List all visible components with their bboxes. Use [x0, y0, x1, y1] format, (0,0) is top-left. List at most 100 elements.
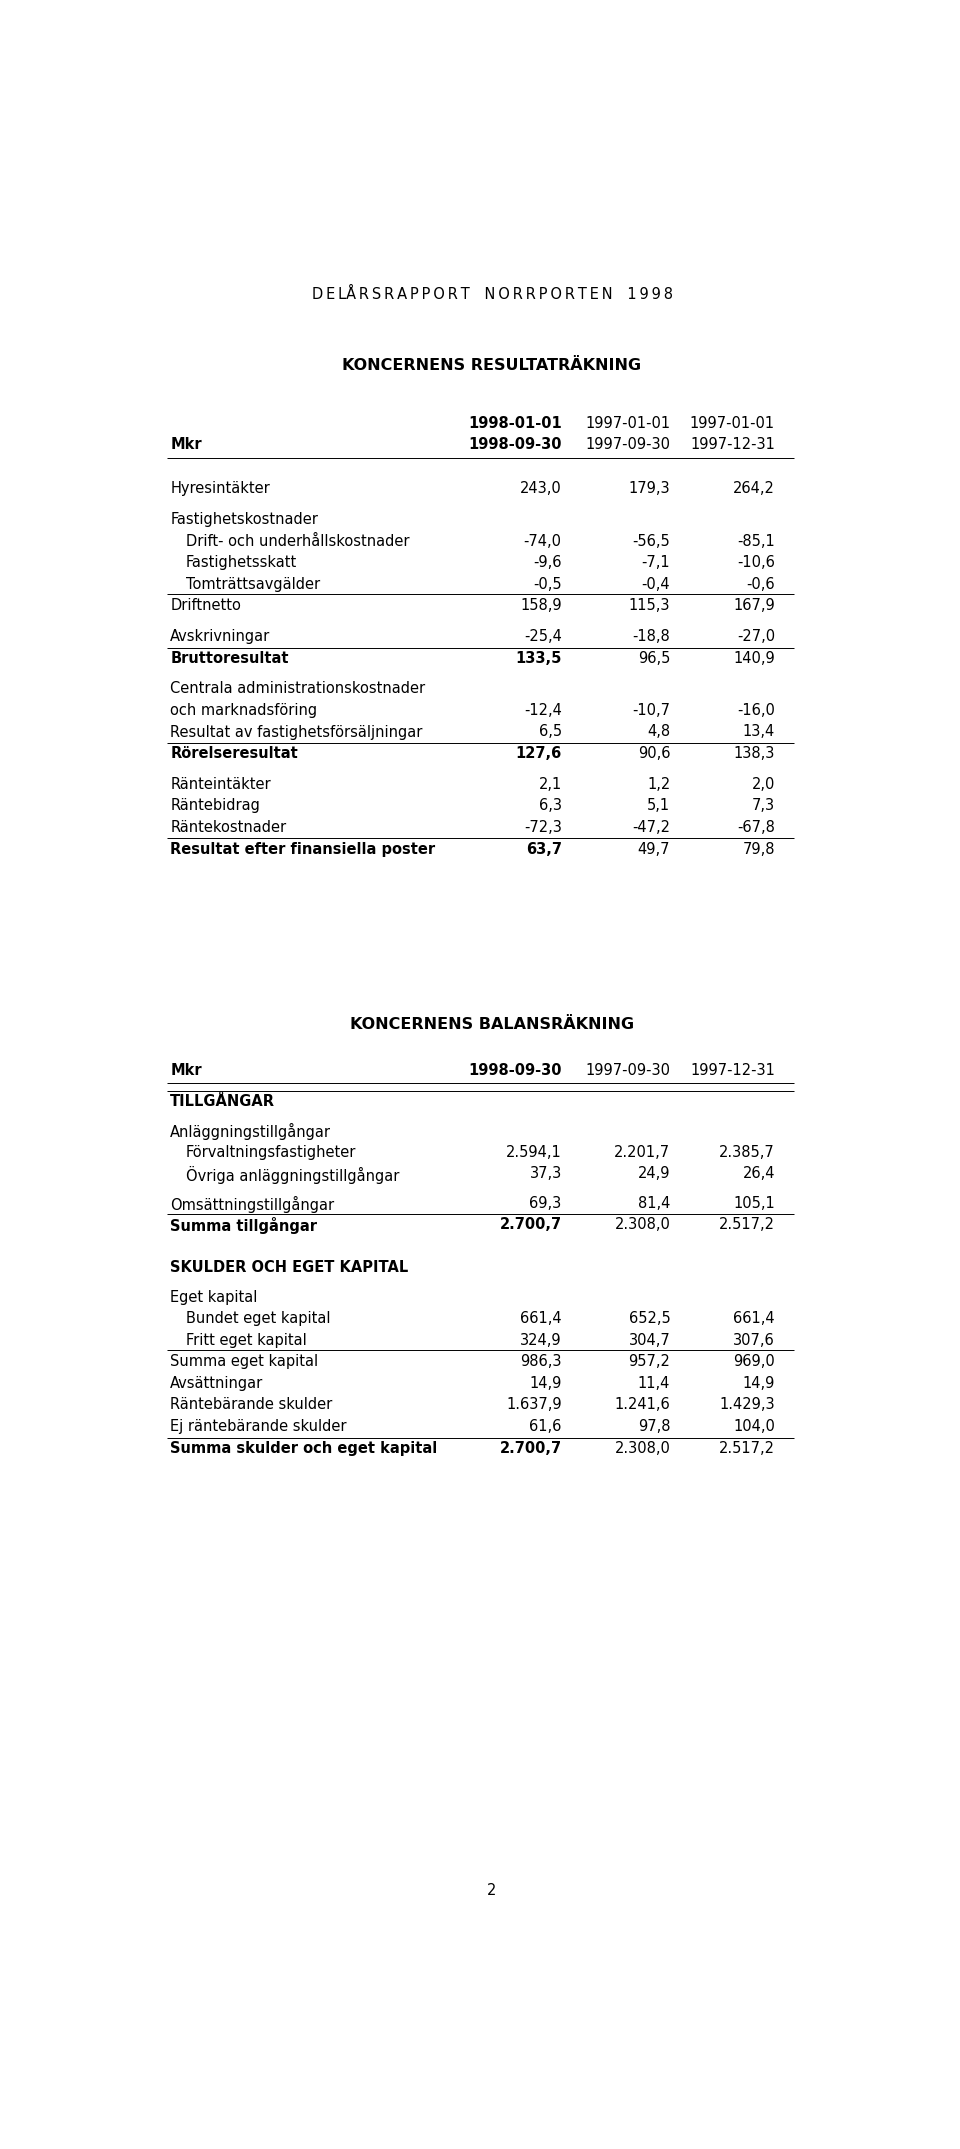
Text: SKULDER OCH EGET KAPITAL: SKULDER OCH EGET KAPITAL [170, 1261, 409, 1274]
Text: -7,1: -7,1 [641, 554, 670, 569]
Text: 6,5: 6,5 [539, 724, 562, 739]
Text: -16,0: -16,0 [737, 703, 775, 718]
Text: 264,2: 264,2 [733, 481, 775, 496]
Text: 158,9: 158,9 [520, 597, 562, 612]
Text: Omsättningstillgångar: Omsättningstillgångar [170, 1195, 334, 1212]
Text: Avsättningar: Avsättningar [170, 1375, 264, 1390]
Text: -10,6: -10,6 [737, 554, 775, 569]
Text: 2.594,1: 2.594,1 [506, 1145, 562, 1160]
Text: 1.429,3: 1.429,3 [719, 1397, 775, 1412]
Text: -18,8: -18,8 [633, 630, 670, 645]
Text: Ej räntebärande skulder: Ej räntebärande skulder [170, 1418, 347, 1433]
Text: 127,6: 127,6 [516, 746, 562, 761]
Text: 24,9: 24,9 [637, 1167, 670, 1182]
Text: -47,2: -47,2 [633, 821, 670, 836]
Text: 1997-12-31: 1997-12-31 [690, 436, 775, 451]
Text: 2,0: 2,0 [752, 776, 775, 791]
Text: 5,1: 5,1 [647, 799, 670, 814]
Text: -25,4: -25,4 [524, 630, 562, 645]
Text: 2.517,2: 2.517,2 [719, 1440, 775, 1455]
Text: Övriga anläggningstillgångar: Övriga anläggningstillgångar [186, 1167, 399, 1184]
Text: Förvaltningsfastigheter: Förvaltningsfastigheter [186, 1145, 356, 1160]
Text: -9,6: -9,6 [533, 554, 562, 569]
Text: -72,3: -72,3 [524, 821, 562, 836]
Text: 1997-01-01: 1997-01-01 [689, 415, 775, 430]
Text: 63,7: 63,7 [526, 842, 562, 857]
Text: 1,2: 1,2 [647, 776, 670, 791]
Text: 2.308,0: 2.308,0 [614, 1216, 670, 1231]
Text: 1997-09-30: 1997-09-30 [586, 1064, 670, 1079]
Text: 115,3: 115,3 [629, 597, 670, 612]
Text: Resultat efter finansiella poster: Resultat efter finansiella poster [170, 842, 436, 857]
Text: 7,3: 7,3 [752, 799, 775, 814]
Text: -67,8: -67,8 [737, 821, 775, 836]
Text: Centrala administrationskostnader: Centrala administrationskostnader [170, 681, 425, 696]
Text: 14,9: 14,9 [742, 1375, 775, 1390]
Text: Räntebidrag: Räntebidrag [170, 799, 260, 814]
Text: 104,0: 104,0 [733, 1418, 775, 1433]
Text: 2.700,7: 2.700,7 [499, 1440, 562, 1455]
Text: 2.308,0: 2.308,0 [614, 1440, 670, 1455]
Text: D E LÅ R S R A P P O R T  N O R R P O R T E N  1 9 9 8: D E LÅ R S R A P P O R T N O R R P O R T… [311, 288, 673, 303]
Text: 26,4: 26,4 [742, 1167, 775, 1182]
Text: Tomträttsavgälder: Tomträttsavgälder [186, 576, 320, 591]
Text: Fastighetsskatt: Fastighetsskatt [186, 554, 298, 569]
Text: Summa eget kapital: Summa eget kapital [170, 1354, 319, 1369]
Text: Bruttoresultat: Bruttoresultat [170, 651, 289, 666]
Text: KONCERNENS RESULTATRÄKNING: KONCERNENS RESULTATRÄKNING [343, 359, 641, 374]
Text: 324,9: 324,9 [520, 1332, 562, 1347]
Text: 969,0: 969,0 [733, 1354, 775, 1369]
Text: 49,7: 49,7 [637, 842, 670, 857]
Text: 105,1: 105,1 [733, 1195, 775, 1210]
Text: 243,0: 243,0 [520, 481, 562, 496]
Text: Mkr: Mkr [170, 436, 202, 451]
Text: 986,3: 986,3 [520, 1354, 562, 1369]
Text: Summa skulder och eget kapital: Summa skulder och eget kapital [170, 1440, 438, 1455]
Text: 13,4: 13,4 [743, 724, 775, 739]
Text: 652,5: 652,5 [629, 1311, 670, 1326]
Text: -12,4: -12,4 [524, 703, 562, 718]
Text: 2.517,2: 2.517,2 [719, 1216, 775, 1231]
Text: 1998-01-01: 1998-01-01 [468, 415, 562, 430]
Text: Drift- och underhållskostnader: Drift- och underhållskostnader [186, 533, 409, 548]
Text: Anläggningstillgångar: Anläggningstillgångar [170, 1124, 331, 1141]
Text: 304,7: 304,7 [629, 1332, 670, 1347]
Text: 14,9: 14,9 [529, 1375, 562, 1390]
Text: 1.241,6: 1.241,6 [614, 1397, 670, 1412]
Text: KONCERNENS BALANSRÄKNING: KONCERNENS BALANSRÄKNING [350, 1016, 634, 1032]
Text: 661,4: 661,4 [733, 1311, 775, 1326]
Text: 97,8: 97,8 [637, 1418, 670, 1433]
Text: 140,9: 140,9 [733, 651, 775, 666]
Text: 1997-09-30: 1997-09-30 [586, 436, 670, 451]
Text: -0,6: -0,6 [746, 576, 775, 591]
Text: 11,4: 11,4 [637, 1375, 670, 1390]
Text: 1997-01-01: 1997-01-01 [586, 415, 670, 430]
Text: 2: 2 [488, 1883, 496, 1898]
Text: 2,1: 2,1 [539, 776, 562, 791]
Text: 90,6: 90,6 [637, 746, 670, 761]
Text: Eget kapital: Eget kapital [170, 1289, 257, 1304]
Text: 81,4: 81,4 [637, 1195, 670, 1210]
Text: Hyresintäkter: Hyresintäkter [170, 481, 270, 496]
Text: Räntebärande skulder: Räntebärande skulder [170, 1397, 332, 1412]
Text: 69,3: 69,3 [530, 1195, 562, 1210]
Text: 2.385,7: 2.385,7 [719, 1145, 775, 1160]
Text: Resultat av fastighetsförsäljningar: Resultat av fastighetsförsäljningar [170, 724, 422, 739]
Text: 138,3: 138,3 [733, 746, 775, 761]
Text: 96,5: 96,5 [637, 651, 670, 666]
Text: Fritt eget kapital: Fritt eget kapital [186, 1332, 306, 1347]
Text: -56,5: -56,5 [633, 533, 670, 548]
Text: Mkr: Mkr [170, 1064, 202, 1079]
Text: -27,0: -27,0 [736, 630, 775, 645]
Text: Driftnetto: Driftnetto [170, 597, 241, 612]
Text: 2.700,7: 2.700,7 [499, 1216, 562, 1231]
Text: 1997-12-31: 1997-12-31 [690, 1064, 775, 1079]
Text: -85,1: -85,1 [737, 533, 775, 548]
Text: 1.637,9: 1.637,9 [506, 1397, 562, 1412]
Text: Fastighetskostnader: Fastighetskostnader [170, 511, 319, 527]
Text: -74,0: -74,0 [524, 533, 562, 548]
Text: TILLGÅNGAR: TILLGÅNGAR [170, 1094, 276, 1109]
Text: 2.201,7: 2.201,7 [614, 1145, 670, 1160]
Text: och marknadsföring: och marknadsföring [170, 703, 318, 718]
Text: 661,4: 661,4 [520, 1311, 562, 1326]
